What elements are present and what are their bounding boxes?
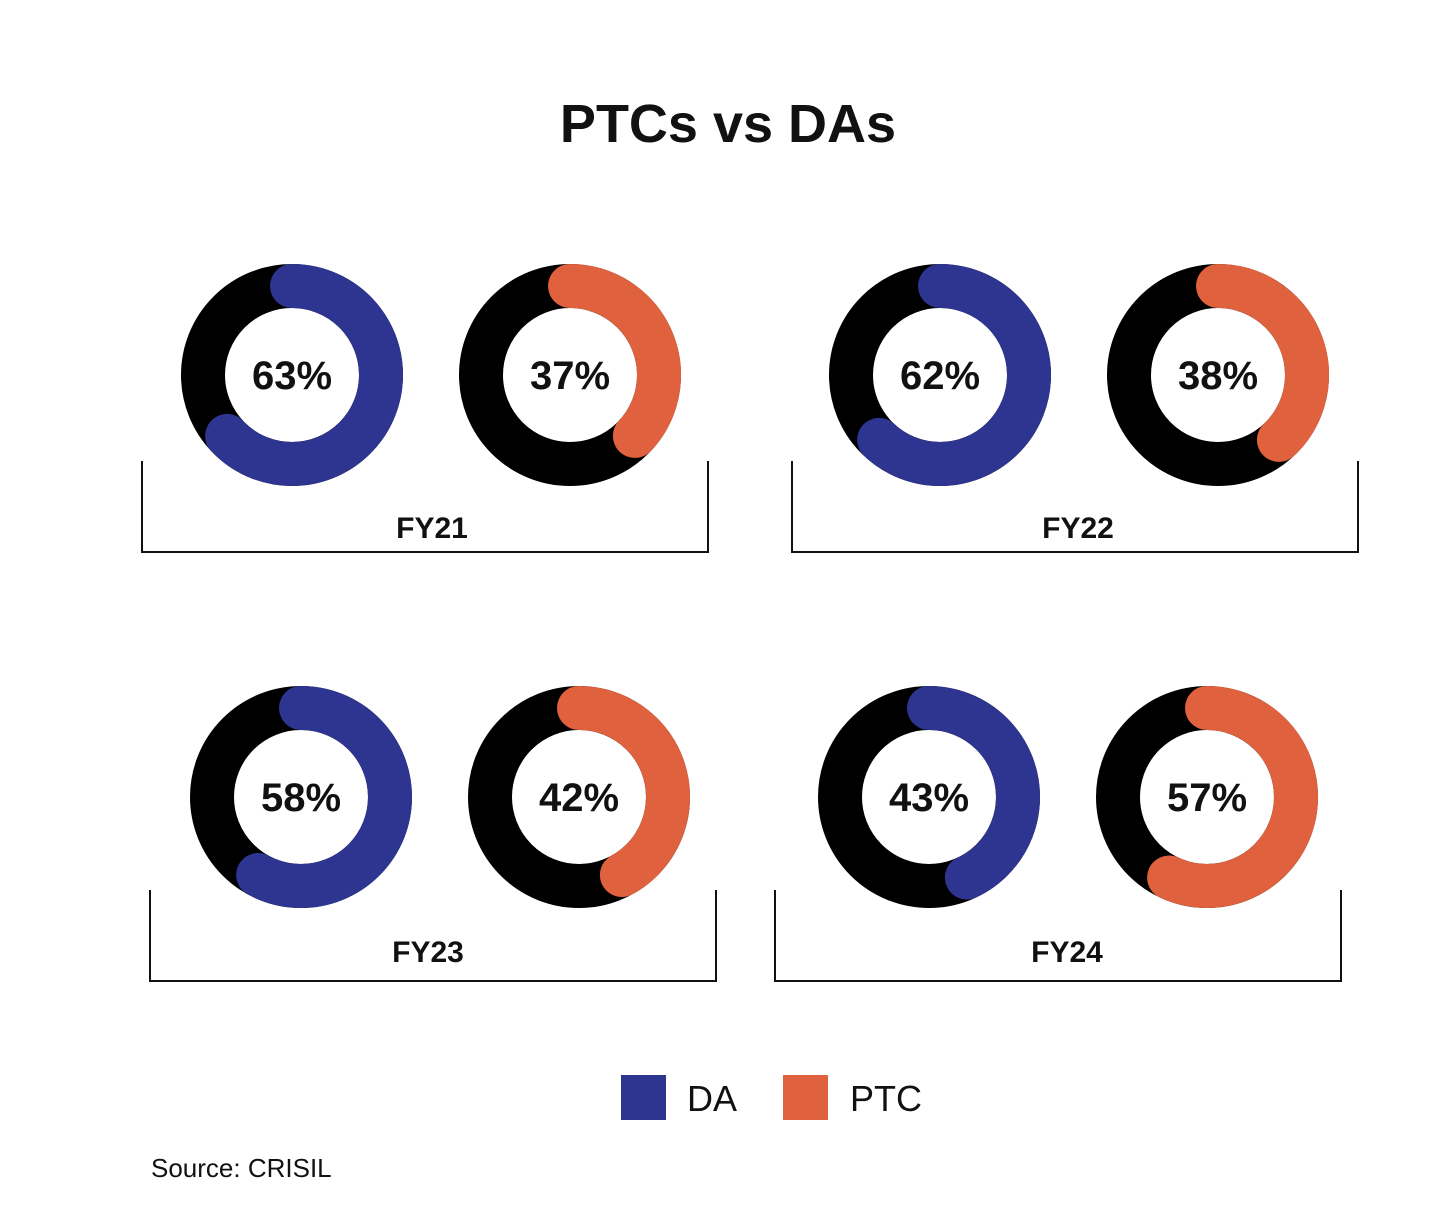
da-donut-fy24: 43% bbox=[818, 686, 1040, 908]
legend-swatch-ptc bbox=[783, 1075, 828, 1120]
year-label-fy22: FY22 bbox=[1042, 512, 1114, 545]
year-label-fy24: FY24 bbox=[1031, 936, 1103, 969]
ptc-donut-fy22: 38% bbox=[1107, 264, 1329, 486]
year-label-fy21: FY21 bbox=[396, 512, 468, 545]
da-donut-fy23: 58% bbox=[190, 686, 412, 908]
da-donut-fy21: 63% bbox=[181, 264, 403, 486]
legend-label-ptc: PTC bbox=[850, 1078, 922, 1119]
da-pct-label-fy21: 63% bbox=[252, 354, 332, 398]
chart-title: PTCs vs DAs bbox=[560, 94, 896, 154]
period-group-fy21: 63% 37% FY21 bbox=[141, 264, 709, 553]
legend: DA PTC bbox=[621, 1075, 922, 1120]
da-donut-fy22: 62% bbox=[829, 264, 1051, 486]
ptc-arc-fy23 bbox=[557, 686, 690, 897]
bracket-fy24 bbox=[774, 890, 1342, 982]
ptc-arc-fy21 bbox=[548, 264, 681, 458]
period-group-fy24: 43% 57% FY24 bbox=[774, 686, 1342, 982]
da-arc-fy21 bbox=[205, 264, 403, 486]
da-arc-fy24 bbox=[907, 686, 1040, 900]
da-pct-label-fy23: 58% bbox=[261, 776, 341, 820]
ptc-arc-fy22 bbox=[1196, 264, 1329, 462]
legend-label-da: DA bbox=[687, 1078, 737, 1119]
legend-swatch-da bbox=[621, 1075, 666, 1120]
ptc-arc-fy24 bbox=[1147, 686, 1318, 908]
ptc-pct-label-fy23: 42% bbox=[539, 776, 619, 820]
ptc-pct-label-fy22: 38% bbox=[1178, 354, 1258, 398]
ptc-pct-label-fy24: 57% bbox=[1167, 776, 1247, 820]
ptc-pct-label-fy21: 37% bbox=[530, 354, 610, 398]
da-arc-fy22 bbox=[857, 264, 1051, 486]
period-group-fy23: 58% 42% FY23 bbox=[149, 686, 717, 982]
da-pct-label-fy24: 43% bbox=[889, 776, 969, 820]
ptc-donut-fy23: 42% bbox=[468, 686, 690, 908]
bracket-fy21 bbox=[141, 461, 709, 553]
ptc-donut-fy21: 37% bbox=[459, 264, 681, 486]
bracket-fy22 bbox=[791, 461, 1359, 553]
da-pct-label-fy22: 62% bbox=[900, 354, 980, 398]
da-arc-fy23 bbox=[236, 686, 412, 908]
bracket-fy23 bbox=[149, 890, 717, 982]
ptc-donut-fy24: 57% bbox=[1096, 686, 1318, 908]
source-note: Source: CRISIL bbox=[151, 1153, 332, 1183]
period-group-fy22: 62% 38% FY22 bbox=[791, 264, 1359, 553]
year-label-fy23: FY23 bbox=[392, 936, 464, 969]
